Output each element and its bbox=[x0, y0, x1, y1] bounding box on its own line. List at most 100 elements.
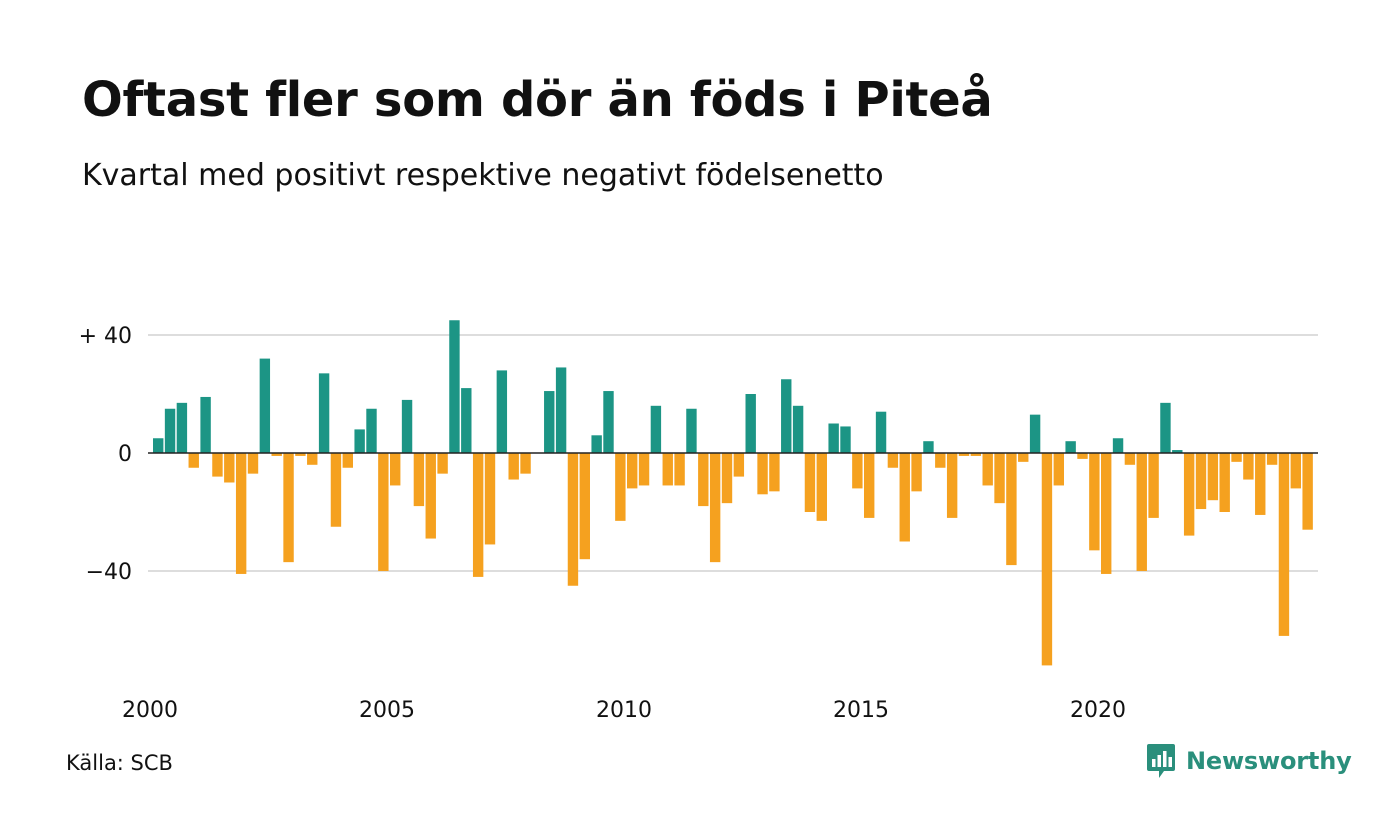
bar-2012K2 bbox=[733, 453, 745, 477]
brand-name: Newsworthy bbox=[1186, 747, 1352, 775]
bar-2001K1 bbox=[200, 396, 211, 453]
bar-2015K1 bbox=[864, 453, 875, 518]
bar-2019K2 bbox=[1065, 441, 1076, 453]
bar-2018K4 bbox=[1041, 453, 1053, 666]
bar-2014K1 bbox=[816, 453, 827, 521]
bar-2004K2 bbox=[354, 429, 365, 453]
bar-2005K2 bbox=[401, 399, 413, 453]
bar-2006K1 bbox=[437, 453, 448, 474]
bar-2017K3 bbox=[982, 453, 993, 486]
bar-2020K2 bbox=[1112, 438, 1124, 453]
bar-2024K1 bbox=[1290, 453, 1301, 489]
bar-2011K1 bbox=[674, 453, 685, 486]
bar-chart-speech-bubble-icon bbox=[1147, 744, 1175, 778]
bar-2003K1 bbox=[295, 453, 306, 456]
bar-2011K4 bbox=[709, 453, 721, 563]
bar-2022K2 bbox=[1207, 453, 1219, 501]
bar-2010K2 bbox=[638, 453, 650, 486]
bar-2002K4 bbox=[283, 453, 294, 563]
bar-2003K4 bbox=[330, 453, 342, 527]
y-tick-labels: + 40 0 −40 bbox=[79, 324, 132, 585]
x-tick-label: 2015 bbox=[833, 698, 889, 723]
x-tick-label: 2010 bbox=[596, 698, 652, 723]
bar-2004K1 bbox=[342, 453, 353, 468]
bar-2014K2 bbox=[828, 423, 839, 453]
bar-2023K2 bbox=[1255, 453, 1266, 515]
x-tick-label: 2020 bbox=[1070, 698, 1126, 723]
bar-2016K2 bbox=[923, 441, 934, 453]
bar-2014K3 bbox=[840, 426, 851, 453]
bar-2008K3 bbox=[555, 367, 567, 453]
gridlines bbox=[148, 334, 1318, 572]
bar-2024K2 bbox=[1302, 453, 1313, 530]
bar-2022K3 bbox=[1219, 453, 1230, 512]
bar-2004K4 bbox=[378, 453, 389, 571]
bar-2000K1 bbox=[153, 438, 164, 453]
bar-2008K4 bbox=[567, 453, 579, 586]
x-tick-label: 2005 bbox=[359, 698, 415, 723]
bar-2008K2 bbox=[544, 391, 555, 453]
bar-2002K2 bbox=[259, 358, 271, 453]
bar-2009K3 bbox=[603, 391, 614, 453]
bar-2006K4 bbox=[472, 453, 484, 577]
y-tick-label: + 40 bbox=[79, 324, 132, 349]
bar-2018K1 bbox=[1006, 453, 1017, 566]
bar-2013K2 bbox=[781, 379, 792, 453]
bar-2007K3 bbox=[508, 453, 519, 480]
bar-chart: + 40 0 −40 2000 2005 2010 2015 2020 bbox=[79, 320, 1318, 723]
bar-2021K2 bbox=[1160, 402, 1171, 453]
bar-2005K3 bbox=[413, 453, 425, 507]
bar-2011K2 bbox=[686, 408, 697, 453]
chart-title: Oftast fler som dör än föds i Piteå bbox=[82, 72, 993, 128]
bar-2017K1 bbox=[958, 453, 970, 456]
bar-2023K3 bbox=[1266, 453, 1278, 465]
bar-2011K3 bbox=[698, 453, 709, 507]
bars bbox=[153, 320, 1313, 666]
bar-2018K3 bbox=[1029, 414, 1041, 453]
bar-2007K2 bbox=[496, 370, 508, 453]
bar-2023K4 bbox=[1278, 453, 1290, 636]
y-tick-label: 0 bbox=[118, 442, 132, 467]
bar-2016K1 bbox=[911, 453, 922, 492]
bar-2010K1 bbox=[627, 453, 638, 489]
bar-2021K3 bbox=[1172, 450, 1183, 453]
y-tick-label: −40 bbox=[86, 560, 132, 585]
bar-2010K4 bbox=[662, 453, 673, 486]
bar-2017K4 bbox=[994, 453, 1005, 504]
bar-2019K1 bbox=[1053, 453, 1064, 486]
bar-2015K2 bbox=[875, 411, 887, 453]
bar-2012K3 bbox=[745, 394, 756, 453]
bar-2000K3 bbox=[176, 402, 188, 453]
bar-2022K4 bbox=[1231, 453, 1242, 462]
bar-2019K3 bbox=[1077, 453, 1088, 459]
bar-2006K2 bbox=[449, 320, 460, 453]
bar-2000K2 bbox=[164, 408, 176, 453]
bar-2010K3 bbox=[650, 405, 662, 453]
bar-2003K3 bbox=[318, 373, 330, 453]
bar-2005K1 bbox=[390, 453, 401, 486]
bar-2013K4 bbox=[804, 453, 816, 512]
bar-2001K2 bbox=[212, 453, 223, 477]
bar-2013K1 bbox=[769, 453, 780, 492]
bar-2009K4 bbox=[615, 453, 626, 521]
chart-subtitle: Kvartal med positivt respektive negativt… bbox=[82, 158, 884, 193]
bar-2015K3 bbox=[887, 453, 899, 468]
bar-2009K2 bbox=[591, 435, 602, 453]
bar-2020K1 bbox=[1101, 453, 1112, 574]
bar-2016K3 bbox=[935, 453, 946, 468]
bar-2015K4 bbox=[899, 453, 910, 542]
bar-2006K3 bbox=[461, 388, 472, 453]
bar-2020K4 bbox=[1136, 453, 1147, 571]
bar-2003K2 bbox=[307, 453, 318, 465]
bar-2009K1 bbox=[579, 453, 590, 560]
bar-2007K1 bbox=[484, 453, 496, 545]
source-note: Källa: SCB bbox=[66, 751, 173, 775]
bar-2019K4 bbox=[1089, 453, 1100, 551]
bar-2016K4 bbox=[946, 453, 958, 518]
bar-2022K1 bbox=[1195, 453, 1207, 510]
bar-2002K3 bbox=[271, 453, 282, 456]
bar-2012K4 bbox=[757, 453, 768, 495]
bar-2001K3 bbox=[224, 453, 235, 483]
bar-2005K4 bbox=[425, 453, 436, 539]
bar-2021K1 bbox=[1148, 453, 1159, 518]
